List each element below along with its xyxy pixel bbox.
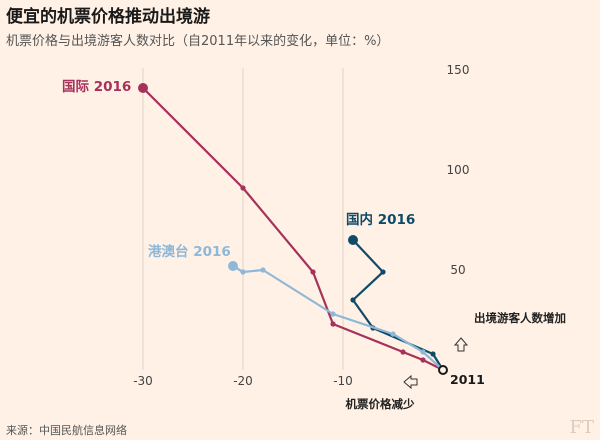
data-point	[350, 297, 356, 303]
chart-title: 便宜的机票价格推动出境游	[6, 7, 210, 27]
x-tick-label: -10	[333, 374, 353, 388]
y-direction-note: 出境游客人数增加	[474, 311, 566, 325]
series-line	[142, 87, 444, 371]
data-point	[420, 357, 426, 363]
axis-ticks: -30 -20 -10 50 100 150	[133, 63, 469, 388]
data-point	[430, 351, 436, 357]
data-point	[400, 349, 406, 355]
origin-label: 2011	[450, 372, 485, 387]
data-point	[380, 269, 386, 275]
data-point	[310, 269, 316, 275]
source-note: 来源：中国民航信息网络	[6, 424, 127, 437]
up-arrow-icon	[453, 337, 469, 352]
grid-lines	[142, 68, 344, 370]
y-tick-label: 50	[450, 263, 465, 277]
y-tick-label: 150	[447, 63, 470, 77]
data-point	[390, 331, 396, 337]
data-point	[228, 261, 238, 271]
origin-marker	[438, 365, 448, 375]
data-point	[330, 311, 336, 317]
series-label: 国内 2016	[346, 211, 415, 228]
chart-subtitle: 机票价格与出境游客人数对比（自2011年以来的变化，单位：%）	[6, 34, 390, 49]
x-tick-label: -20	[233, 374, 253, 388]
series-lines	[138, 83, 444, 371]
x-tick-label: -30	[133, 374, 153, 388]
left-arrow-icon	[403, 374, 418, 390]
data-point	[138, 83, 148, 93]
data-point	[420, 349, 426, 355]
series-label: 国际 2016	[62, 79, 131, 95]
y-tick-label: 100	[447, 163, 470, 177]
series-labels: 国际 2016 国内 2016 港澳台 2016	[62, 79, 415, 260]
ft-logo: FT	[569, 417, 595, 438]
series-line	[351, 239, 444, 371]
data-point	[330, 321, 336, 327]
series-label: 港澳台 2016	[148, 243, 231, 260]
data-point	[240, 185, 246, 191]
x-direction-note: 机票价格减少	[346, 397, 415, 411]
data-point	[348, 235, 358, 245]
data-point	[260, 267, 266, 273]
data-point	[240, 269, 246, 275]
